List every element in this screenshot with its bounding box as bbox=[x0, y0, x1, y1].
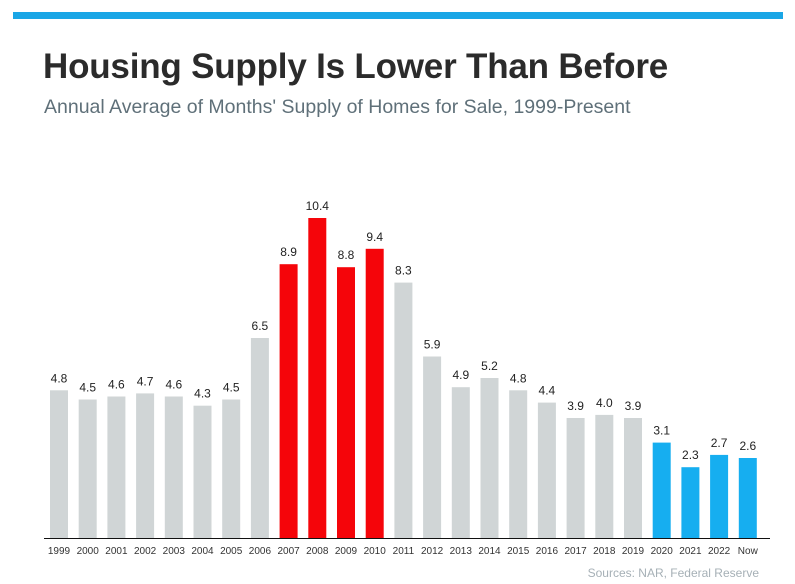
bar-2010 bbox=[365, 248, 384, 539]
value-label-2014: 5.2 bbox=[481, 359, 498, 373]
value-label-2009: 8.8 bbox=[338, 248, 355, 262]
value-label-2016: 4.4 bbox=[539, 384, 556, 398]
value-label-2018: 4.0 bbox=[596, 396, 613, 410]
value-label-2000: 4.5 bbox=[79, 381, 96, 395]
value-label-2002: 4.7 bbox=[137, 374, 154, 388]
x-tick-label-2011: 2011 bbox=[393, 546, 415, 557]
bar-2012 bbox=[423, 356, 442, 538]
x-tick-label-2003: 2003 bbox=[163, 546, 186, 557]
chart-title: Housing Supply Is Lower Than Before bbox=[43, 47, 668, 86]
value-label-2010: 9.4 bbox=[366, 230, 383, 244]
bar-2002 bbox=[136, 393, 155, 538]
x-tick-label-2015: 2015 bbox=[507, 546, 530, 557]
bar-2014 bbox=[480, 378, 499, 538]
bar-2001 bbox=[107, 396, 126, 538]
bar-2009 bbox=[337, 267, 355, 538]
bar-2000 bbox=[78, 399, 97, 538]
x-tick-label-2006: 2006 bbox=[249, 546, 272, 557]
x-tick-label-2005: 2005 bbox=[220, 546, 243, 557]
x-tick-label-2018: 2018 bbox=[593, 546, 616, 557]
x-tick-label-2022: 2022 bbox=[708, 546, 731, 557]
bar-2007 bbox=[279, 264, 298, 538]
value-label-2021: 2.3 bbox=[682, 448, 699, 462]
bar-2020 bbox=[652, 442, 671, 538]
bar-2017 bbox=[566, 418, 585, 538]
value-label-2019: 3.9 bbox=[625, 399, 642, 413]
bar-2004 bbox=[193, 405, 212, 538]
value-label-2013: 4.9 bbox=[452, 368, 469, 382]
value-label-2015: 4.8 bbox=[510, 371, 527, 385]
x-tick-label-2001: 2001 bbox=[105, 546, 128, 557]
x-tick-label-2014: 2014 bbox=[478, 546, 501, 557]
bar-1999 bbox=[50, 390, 68, 538]
value-label-2022: 2.7 bbox=[711, 436, 728, 450]
value-label-2017: 3.9 bbox=[567, 399, 584, 413]
x-tick-label-2012: 2012 bbox=[421, 546, 444, 557]
x-tick-label-2019: 2019 bbox=[622, 546, 645, 557]
x-tick-label-2008: 2008 bbox=[306, 546, 329, 557]
value-label-2005: 4.5 bbox=[223, 381, 240, 395]
top-accent-bar bbox=[13, 12, 783, 19]
bar-2018 bbox=[595, 414, 614, 538]
x-tick-label-2016: 2016 bbox=[536, 546, 559, 557]
x-tick-label-2017: 2017 bbox=[564, 546, 587, 557]
value-label-2012: 5.9 bbox=[424, 338, 441, 352]
bar-2005 bbox=[222, 399, 241, 538]
x-tick-label-2009: 2009 bbox=[335, 546, 358, 557]
chart-subtitle: Annual Average of Months' Supply of Home… bbox=[44, 96, 631, 118]
value-label-2003: 4.6 bbox=[165, 378, 182, 392]
x-tick-label-2007: 2007 bbox=[277, 546, 300, 557]
x-tick-label-2020: 2020 bbox=[651, 546, 674, 557]
x-tick-label-1999: 1999 bbox=[48, 546, 71, 557]
bar-2006 bbox=[250, 338, 269, 538]
x-tick-label-2004: 2004 bbox=[191, 546, 214, 557]
source-note: Sources: NAR, Federal Reserve bbox=[587, 566, 759, 580]
x-tick-label-2021: 2021 bbox=[679, 546, 702, 557]
value-label-1999: 4.8 bbox=[51, 371, 68, 385]
value-label-Now: 2.6 bbox=[739, 439, 756, 453]
bar-2015 bbox=[509, 390, 528, 538]
x-tick-label-Now: Now bbox=[738, 546, 759, 557]
x-tick-label-2010: 2010 bbox=[364, 546, 387, 557]
bar-2013 bbox=[451, 387, 470, 538]
bar-2022 bbox=[710, 454, 729, 538]
bar-2008 bbox=[308, 218, 327, 538]
value-label-2008: 10.4 bbox=[306, 199, 330, 213]
value-label-2001: 4.6 bbox=[108, 378, 125, 392]
value-label-2020: 3.1 bbox=[653, 424, 670, 438]
value-label-2006: 6.5 bbox=[252, 319, 269, 333]
value-label-2004: 4.3 bbox=[194, 387, 211, 401]
value-label-2011: 8.3 bbox=[395, 264, 412, 278]
bar-Now bbox=[738, 458, 757, 538]
value-label-2007: 8.9 bbox=[280, 245, 297, 259]
bar-2003 bbox=[164, 396, 183, 538]
bar-2021 bbox=[681, 467, 700, 538]
bar-2019 bbox=[624, 418, 642, 538]
bar-2011 bbox=[394, 282, 413, 538]
bar-2016 bbox=[537, 402, 556, 538]
x-tick-label-2000: 2000 bbox=[77, 546, 100, 557]
x-tick-label-2002: 2002 bbox=[134, 546, 157, 557]
x-tick-label-2013: 2013 bbox=[450, 546, 473, 557]
